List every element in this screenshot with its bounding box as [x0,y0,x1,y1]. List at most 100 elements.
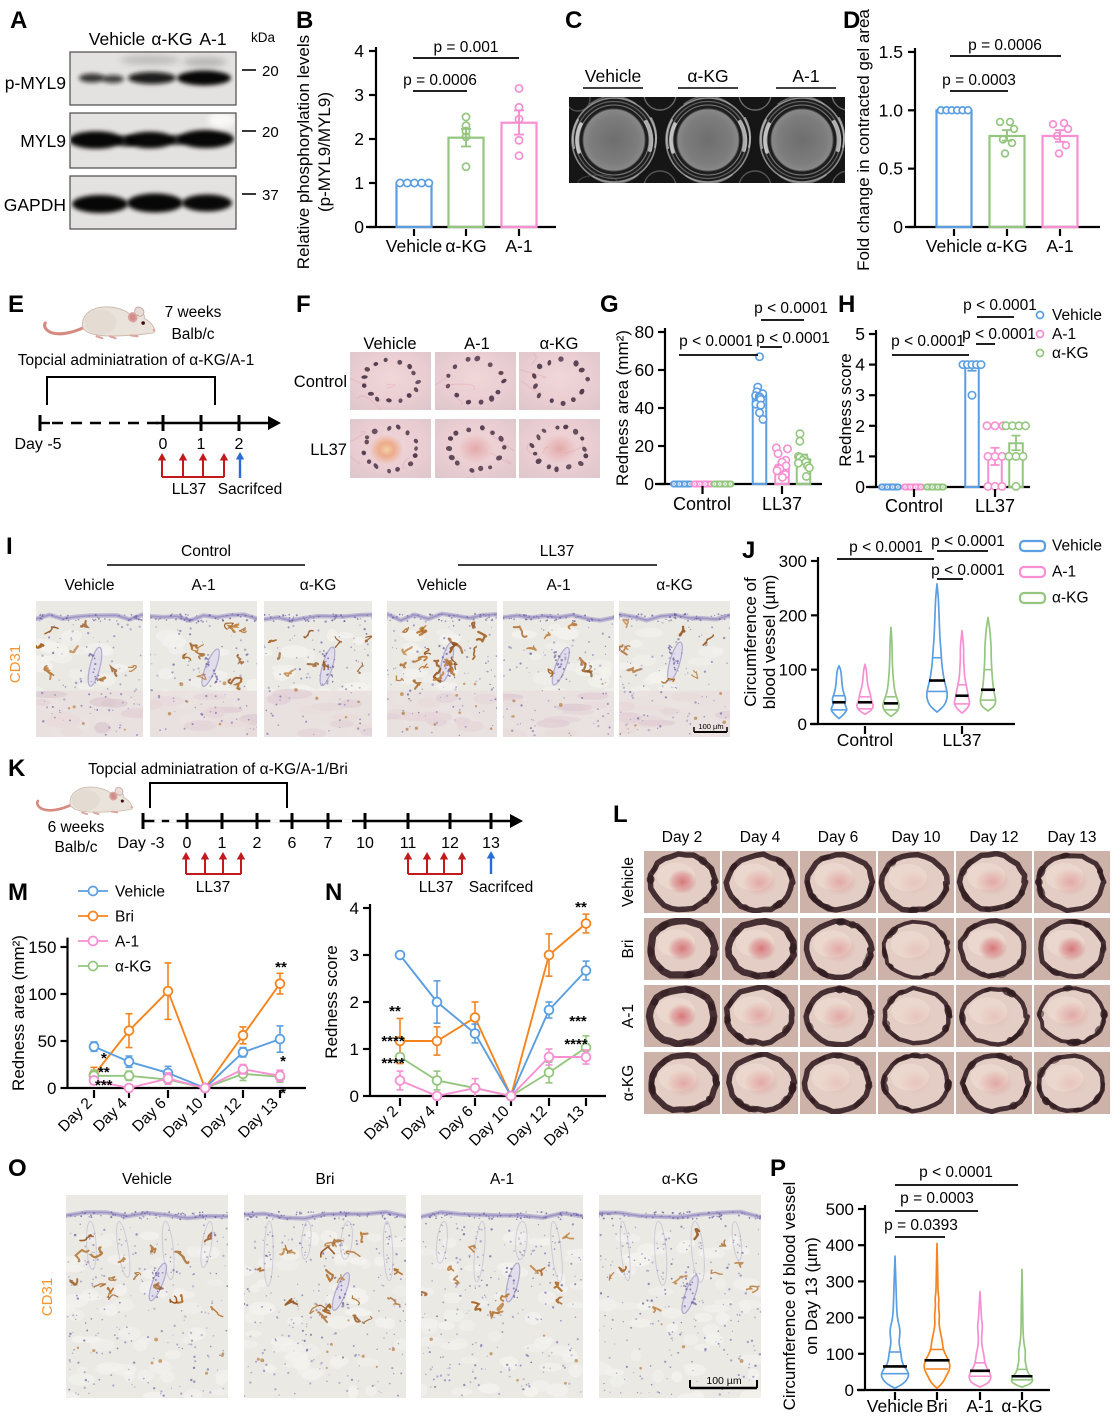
svg-text:Vehicle: Vehicle [620,857,637,907]
svg-text:M: M [8,879,28,906]
svg-text:p = 0.0003: p = 0.0003 [942,72,1016,89]
svg-text:kDa: kDa [251,30,275,45]
svg-text:CD31: CD31 [39,1278,56,1316]
svg-text:Vehicle: Vehicle [363,335,416,353]
svg-text:0: 0 [159,436,168,453]
svg-text:Topcial adminiatration of α-KG: Topcial adminiatration of α-KG/A-1/Bri [88,761,348,778]
svg-text:A-1: A-1 [546,577,570,594]
svg-text:J: J [742,537,755,564]
svg-text:C: C [565,7,582,34]
svg-text:Bri: Bri [316,1171,335,1188]
svg-text:p < 0.0001: p < 0.0001 [754,300,828,317]
svg-text:Bri: Bri [926,1396,947,1416]
svg-text:Redness score: Redness score [836,353,855,466]
svg-text:Control: Control [885,496,943,516]
svg-text:α-KG: α-KG [151,29,192,49]
svg-text:N: N [325,879,342,906]
svg-text:A-1: A-1 [966,1396,993,1416]
svg-text:0: 0 [47,1079,56,1098]
svg-text:(p-MYL9/MYL9): (p-MYL9/MYL9) [315,92,334,212]
svg-text:150: 150 [28,938,56,957]
svg-text:p = 0.0006: p = 0.0006 [968,37,1042,54]
svg-text:400: 400 [826,1236,854,1255]
svg-text:α-KG: α-KG [1052,590,1089,607]
svg-text:**: ** [98,1064,110,1081]
svg-text:Balb/c: Balb/c [171,326,214,343]
svg-text:Circumference of: Circumference of [741,577,760,707]
svg-text:Day -3: Day -3 [117,835,164,852]
svg-text:H: H [838,291,855,318]
svg-text:20: 20 [262,63,279,80]
svg-text:Fold change in contracted gel: Fold change in contracted gel area [854,9,873,271]
svg-text:α-KG: α-KG [115,959,152,976]
svg-text:0: 0 [350,1087,359,1106]
svg-text:Vehicle: Vehicle [89,29,145,49]
svg-text:Circumference of blood vessel: Circumference of blood vessel [780,1182,799,1411]
svg-text:A-1: A-1 [1052,564,1076,581]
svg-text:Day 10: Day 10 [891,829,940,846]
svg-text:****: **** [564,1036,588,1053]
svg-text:****: **** [381,1055,405,1072]
svg-text:Vehicle: Vehicle [1052,538,1102,555]
svg-text:Vehicle: Vehicle [417,577,467,594]
svg-text:Balb/c: Balb/c [54,839,97,856]
svg-text:blood vessel (µm): blood vessel (µm) [760,575,779,710]
svg-text:LL37: LL37 [540,543,574,560]
svg-text:0: 0 [893,217,903,237]
svg-text:0: 0 [855,477,865,497]
svg-text:p < 0.0001: p < 0.0001 [931,562,1005,579]
svg-text:Sacrifced: Sacrifced [469,879,534,896]
svg-text:α-KG: α-KG [656,577,693,594]
svg-text:4: 4 [354,41,364,61]
svg-text:Redness score: Redness score [322,945,341,1058]
svg-text:Redness area (mm²): Redness area (mm²) [9,935,28,1091]
svg-text:p < 0.0001: p < 0.0001 [756,330,830,347]
svg-text:Relative phosphorylation level: Relative phosphorylation levels [294,35,313,269]
svg-text:200: 200 [779,606,807,625]
svg-text:A-1: A-1 [199,29,226,49]
svg-text:GAPDH: GAPDH [4,195,66,215]
svg-text:LL37: LL37 [943,730,982,750]
svg-text:2: 2 [235,436,244,453]
svg-text:α-KG: α-KG [687,66,728,86]
svg-text:A-1: A-1 [1046,236,1073,256]
svg-text:A-1: A-1 [464,335,490,353]
svg-text:α-KG: α-KG [1001,1396,1042,1416]
svg-text:1.5: 1.5 [879,42,903,62]
svg-text:1: 1 [218,835,227,852]
svg-text:Vehicle: Vehicle [1052,307,1102,324]
svg-text:Control: Control [673,494,731,514]
svg-text:Vehicle: Vehicle [867,1396,923,1416]
svg-text:0: 0 [183,835,192,852]
svg-text:12: 12 [441,835,459,852]
svg-text:p < 0.0001: p < 0.0001 [963,297,1037,314]
svg-text:5: 5 [855,324,865,344]
svg-text:100: 100 [779,661,807,680]
svg-text:B: B [296,7,313,34]
svg-text:A-1: A-1 [620,1004,637,1028]
svg-text:*: * [280,1053,286,1070]
svg-text:37: 37 [262,187,279,204]
svg-text:LL37: LL37 [172,481,206,498]
svg-text:Day -5: Day -5 [14,436,61,453]
svg-text:0: 0 [845,1381,854,1400]
svg-text:20: 20 [635,436,655,456]
svg-text:Day 4: Day 4 [740,829,781,846]
svg-text:300: 300 [826,1272,854,1291]
svg-text:1: 1 [354,173,364,193]
svg-text:p < 0.0001: p < 0.0001 [931,533,1005,550]
svg-text:Day 13: Day 13 [1047,829,1096,846]
svg-text:0: 0 [644,474,654,494]
svg-text:11: 11 [400,835,417,852]
svg-text:Vehicle: Vehicle [115,884,165,901]
svg-text:Vehicle: Vehicle [122,1171,172,1188]
svg-text:300: 300 [779,552,807,571]
svg-text:500: 500 [826,1200,854,1219]
svg-text:2: 2 [253,835,262,852]
svg-text:LL37: LL37 [419,879,453,896]
svg-text:p < 0.0001: p < 0.0001 [679,333,753,350]
svg-text:100: 100 [28,985,56,1004]
svg-text:α-KG: α-KG [1052,345,1089,362]
svg-text:1: 1 [350,1040,359,1059]
svg-text:Vehicle: Vehicle [386,236,442,256]
